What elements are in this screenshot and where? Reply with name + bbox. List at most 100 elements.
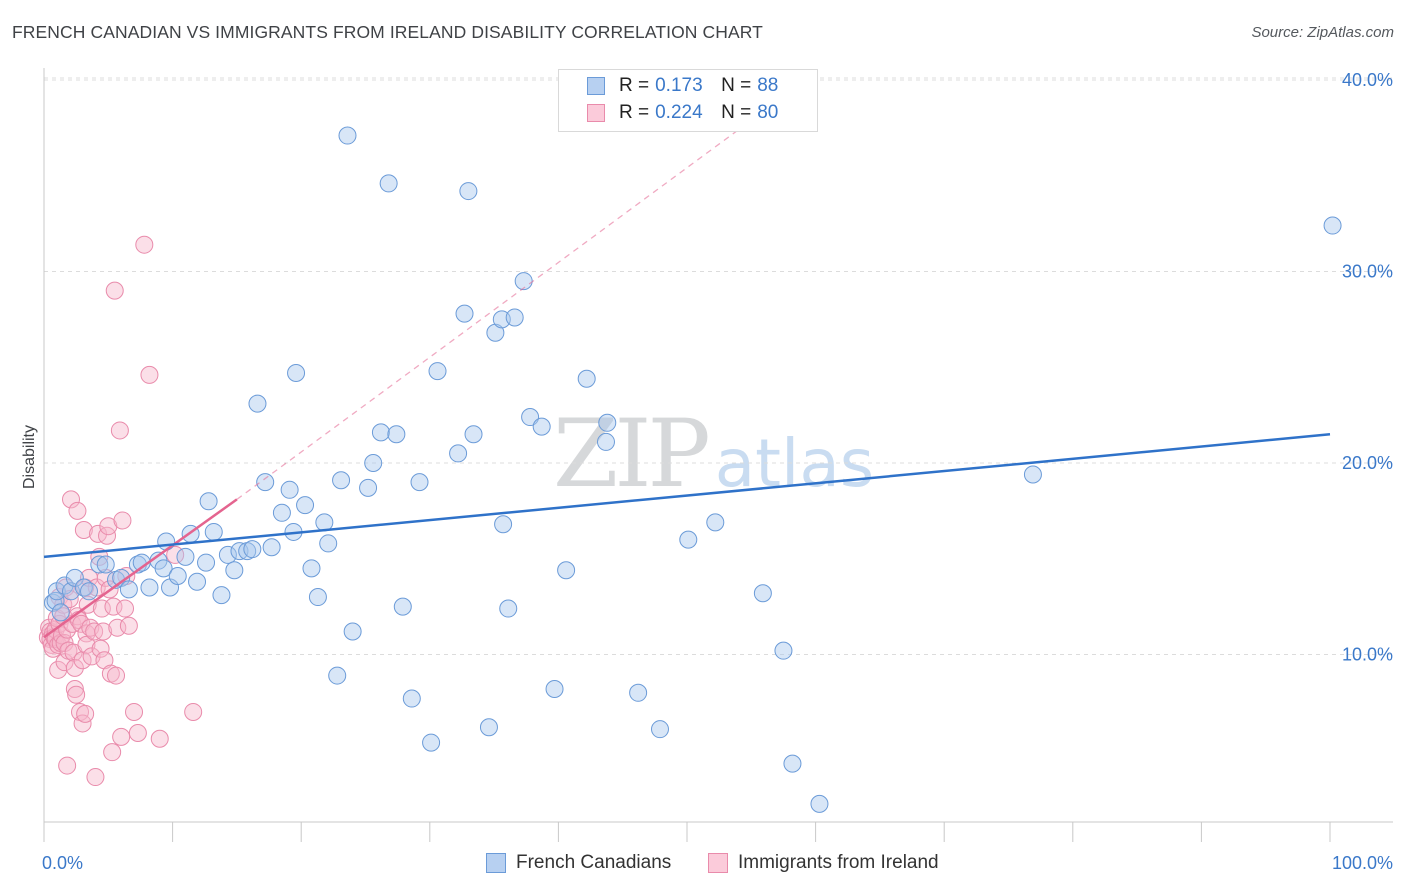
french-canadian-point bbox=[505, 308, 524, 327]
ireland-point bbox=[98, 526, 117, 545]
y-tick-label: 10.0% bbox=[1342, 645, 1393, 665]
french-canadian-point bbox=[596, 432, 615, 451]
french-canadian-point bbox=[428, 362, 447, 381]
french-canadian-point bbox=[225, 561, 244, 580]
legend-row-ireland: R = 0.224 N = 80 bbox=[587, 100, 778, 126]
french-canadian-point bbox=[598, 413, 617, 432]
ireland-point bbox=[140, 365, 159, 384]
french-canadian-point bbox=[296, 496, 315, 515]
french-canadian-point bbox=[218, 545, 237, 564]
french-canadian-point bbox=[499, 599, 518, 618]
french-canadian-point bbox=[371, 423, 390, 442]
ireland-point bbox=[49, 635, 68, 654]
french-canadian-point bbox=[96, 555, 115, 574]
stats-legend: R = 0.173 N = 88 R = 0.224 N = 80 bbox=[558, 69, 818, 132]
legend-swatch-blue bbox=[587, 77, 605, 95]
french-canadian-point bbox=[272, 503, 291, 522]
ireland-point bbox=[94, 622, 113, 641]
legend-r-value: 0.173 bbox=[655, 75, 703, 96]
french-canadian-point bbox=[343, 622, 362, 641]
axes bbox=[43, 68, 1393, 842]
french-canadian-point bbox=[783, 754, 802, 773]
series-ireland-points bbox=[38, 235, 203, 787]
ireland-point bbox=[73, 651, 92, 670]
ireland-point bbox=[67, 685, 86, 704]
ireland-point bbox=[86, 768, 105, 787]
bottom-legend-french-canadians: French Canadians bbox=[486, 852, 671, 874]
french-canadian-point bbox=[387, 425, 406, 444]
french-canadian-point bbox=[280, 480, 299, 499]
ireland-point bbox=[58, 756, 77, 775]
ireland-point bbox=[108, 618, 127, 637]
french-canadian-point bbox=[197, 553, 216, 572]
french-canadian-point bbox=[243, 540, 262, 559]
ireland-point bbox=[77, 635, 96, 654]
french-canadian-point bbox=[176, 547, 195, 566]
ireland-point bbox=[107, 666, 126, 685]
x-tick-label: 0.0% bbox=[42, 853, 83, 873]
legend-n-label: N = bbox=[721, 102, 752, 123]
french-canadian-point bbox=[514, 272, 533, 291]
ireland-point bbox=[104, 597, 123, 616]
french-canadian-point bbox=[679, 530, 698, 549]
french-canadian-point bbox=[379, 174, 398, 193]
ireland-point bbox=[113, 511, 132, 530]
french-canadian-point bbox=[459, 182, 478, 201]
watermark-zip: ZIP bbox=[553, 400, 711, 509]
ireland-point bbox=[125, 702, 144, 721]
legend-r-label: R = bbox=[619, 75, 650, 96]
bottom-legend-ireland: Immigrants from Ireland bbox=[708, 852, 939, 874]
ireland-point bbox=[135, 235, 154, 254]
trend-lines bbox=[43, 129, 1331, 639]
ireland-point bbox=[55, 653, 74, 672]
french-canadian-point bbox=[753, 584, 772, 603]
french-canadian-point bbox=[287, 363, 306, 382]
french-canadian-point bbox=[650, 720, 669, 739]
french-canadian-point bbox=[810, 794, 829, 813]
french-canadian-point bbox=[302, 559, 321, 578]
french-canadian-point bbox=[402, 689, 421, 708]
french-canadian-point bbox=[308, 588, 327, 607]
ireland-point bbox=[103, 743, 122, 762]
ireland-point bbox=[62, 490, 81, 509]
french-canadian-point bbox=[332, 471, 351, 490]
ireland-trend-extension bbox=[236, 129, 739, 500]
ireland-trend-line bbox=[43, 498, 238, 639]
ireland-point bbox=[110, 421, 129, 440]
french-canadian-point bbox=[557, 561, 576, 580]
ireland-point bbox=[74, 521, 93, 540]
ireland-point bbox=[116, 599, 135, 618]
french-canadian-point bbox=[51, 603, 70, 622]
french-canadian-point bbox=[80, 582, 99, 601]
ireland-point bbox=[89, 524, 108, 543]
ireland-point bbox=[105, 281, 124, 300]
bottom-legend-swatch-blue bbox=[486, 853, 506, 873]
french-canadian-point bbox=[168, 566, 187, 585]
french-canadian-point bbox=[521, 408, 540, 427]
source-label: Source: ZipAtlas.com bbox=[1251, 24, 1394, 41]
french-canadian-point bbox=[262, 538, 281, 557]
ireland-point bbox=[68, 501, 87, 520]
legend-r-label: R = bbox=[619, 102, 650, 123]
french-canadian-point bbox=[422, 733, 441, 752]
french-canadian-point bbox=[338, 126, 357, 145]
bottom-legend-label: French Canadians bbox=[516, 852, 672, 873]
y-tick-label: 40.0% bbox=[1342, 70, 1393, 90]
french-canadian-point bbox=[256, 473, 275, 492]
ireland-point bbox=[65, 658, 84, 677]
french-canadian-point bbox=[65, 568, 84, 587]
axis-labels: 10.0% 20.0% 30.0% 40.0% 0.0% 100.0% Disability bbox=[21, 70, 1393, 873]
x-tick-label: 100.0% bbox=[1332, 853, 1393, 873]
french-canadian-point bbox=[545, 679, 564, 698]
french-canadian-point bbox=[479, 718, 498, 737]
french-canadian-point bbox=[629, 683, 648, 702]
ireland-point bbox=[128, 724, 147, 743]
french-canadian-point bbox=[455, 304, 474, 323]
legend-swatch-pink bbox=[587, 104, 605, 122]
grid-lines bbox=[44, 77, 1393, 655]
legend-n-value: 80 bbox=[757, 102, 779, 123]
french-canadian-point bbox=[44, 593, 63, 612]
ireland-point bbox=[184, 702, 203, 721]
french-canadian-point bbox=[410, 473, 429, 492]
